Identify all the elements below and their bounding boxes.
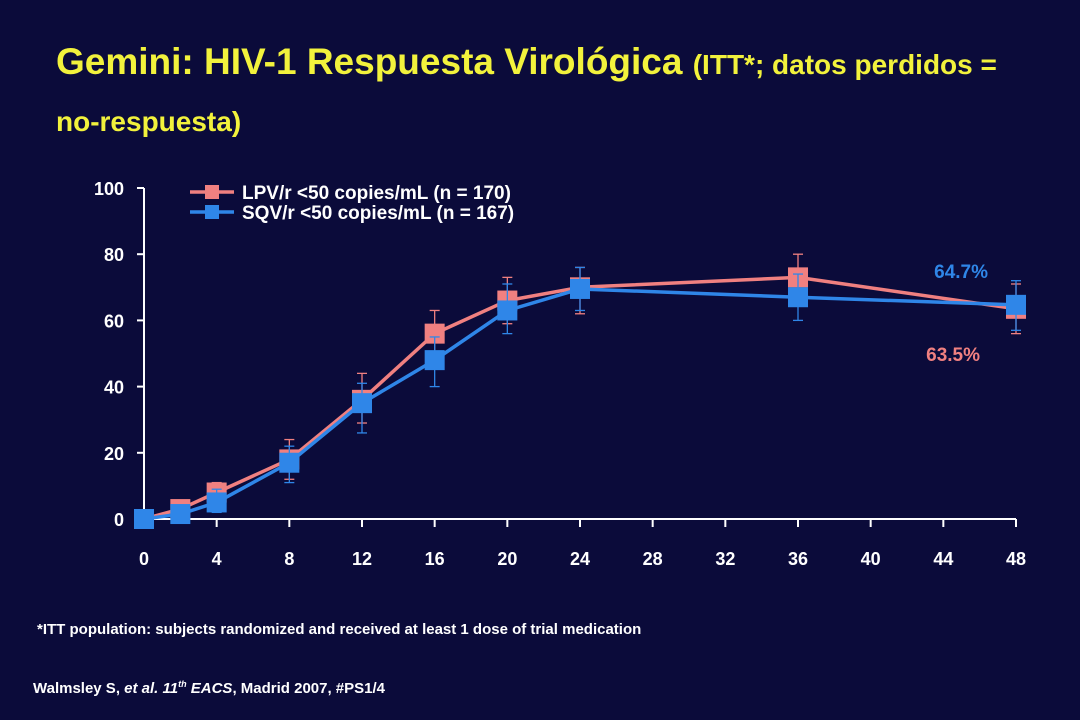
- citation: Walmsley S, et al. 11th EACS, Madrid 200…: [33, 679, 385, 697]
- data-point-1-5: [424, 350, 445, 371]
- x-tick-label-16: 16: [425, 549, 445, 569]
- legend-marker-1: [205, 205, 219, 219]
- title-main: Gemini: HIV-1 Respuesta Virológica: [56, 41, 693, 82]
- data-point-1-6: [497, 300, 518, 321]
- end-label-lpv: 63.5%: [926, 345, 980, 366]
- x-tick-label-8: 8: [284, 549, 294, 569]
- footnote: *ITT population: subjects randomized and…: [37, 621, 642, 638]
- y-tick-label-80: 80: [104, 245, 124, 265]
- chart-legend: LPV/r <50 copies/mL (n = 170)SQV/r <50 c…: [190, 183, 514, 224]
- citation-author: Walmsley S,: [33, 680, 125, 697]
- title-sub: (ITT*; datos perdidos = no-respuesta): [56, 49, 997, 137]
- x-tick-label-12: 12: [352, 549, 372, 569]
- data-point-1-1: [170, 504, 191, 525]
- series-1: [134, 266, 1026, 529]
- citation-conf-num: 11: [158, 680, 179, 697]
- citation-conf-sup: th: [178, 679, 187, 689]
- x-tick-label-4: 4: [212, 549, 222, 569]
- x-tick-label-44: 44: [933, 549, 953, 569]
- citation-rest: , Madrid 2007, #PS1/4: [232, 680, 386, 697]
- y-tick-label-60: 60: [104, 311, 124, 331]
- data-point-1-7: [570, 278, 590, 299]
- legend-marker-0: [205, 185, 219, 199]
- slide-title: Gemini: HIV-1 Respuesta Virológica (ITT*…: [56, 36, 1046, 153]
- data-point-1-8: [788, 287, 808, 308]
- x-tick-label-32: 32: [715, 549, 735, 569]
- citation-etal: et al.: [124, 680, 159, 697]
- legend-label-1: SQV/r <50 copies/mL (n = 167): [242, 203, 514, 224]
- data-point-1-9: [1006, 294, 1026, 315]
- series-line-1: [143, 287, 1017, 521]
- legend-label-0: LPV/r <50 copies/mL (n = 170): [242, 183, 511, 204]
- data-point-1-0: [134, 509, 154, 529]
- series-line-0: [143, 275, 1017, 521]
- x-tick-label-48: 48: [1006, 549, 1026, 569]
- data-point-1-4: [352, 393, 372, 414]
- x-tick-label-20: 20: [497, 549, 517, 569]
- data-point-1-2: [206, 492, 227, 513]
- x-tick-label-28: 28: [643, 549, 663, 569]
- y-tick-label-100: 100: [94, 179, 124, 199]
- chart-series: 64.7% 63.5%: [134, 253, 1026, 529]
- citation-conf-name: EACS: [186, 680, 233, 697]
- x-tick-label-0: 0: [139, 549, 149, 569]
- x-tick-label-40: 40: [861, 549, 881, 569]
- y-tick-label-20: 20: [104, 444, 124, 464]
- end-label-sqv: 64.7%: [934, 262, 988, 283]
- y-tick-label-0: 0: [114, 510, 124, 530]
- data-point-1-3: [279, 452, 300, 473]
- x-tick-label-36: 36: [788, 549, 808, 569]
- x-tick-label-24: 24: [570, 549, 590, 569]
- data-point-0-5: [424, 323, 445, 344]
- y-tick-label-40: 40: [104, 378, 124, 398]
